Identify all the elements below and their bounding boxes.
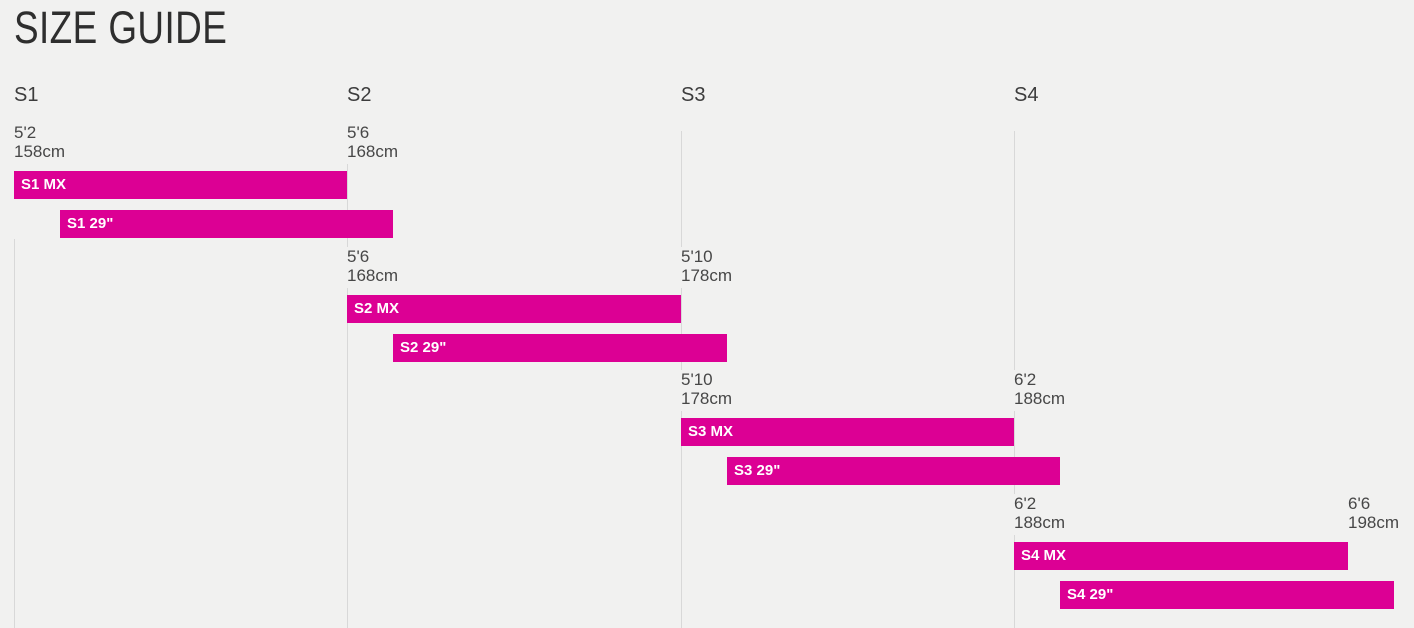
height-label-start-s3-metric: 178cm — [681, 388, 733, 408]
height-label-end-s3-imperial: 6'2 — [1014, 370, 1037, 389]
bar-s3-29: S3 29" — [727, 457, 1060, 485]
height-label-start-s3-imperial: 5'10 — [681, 370, 713, 389]
height-label-start-s2: 5'6 168cm — [347, 247, 405, 288]
bar-s2-29: S2 29" — [393, 334, 727, 362]
height-label-start-s3: 5'10 178cm — [681, 370, 739, 411]
height-label-end-s3: 6'2 188cm — [1014, 370, 1072, 411]
bar-s3-mx: S3 MX — [681, 418, 1014, 446]
bar-s1-29: S1 29" — [60, 210, 393, 238]
height-label-end-s2-metric: 178cm — [681, 265, 733, 285]
column-header-s4: S4 — [1014, 84, 1039, 106]
height-label-end-s1-imperial: 5'6 — [347, 123, 370, 142]
height-label-start-s4: 6'2 188cm — [1014, 494, 1072, 535]
column-header-s2: S2 — [347, 84, 372, 106]
bar-s4-mx: S4 MX — [1014, 542, 1348, 570]
height-label-end-s4-metric: 198cm — [1348, 512, 1400, 532]
bar-s4-29: S4 29" — [1060, 581, 1394, 609]
height-label-start-s2-metric: 168cm — [347, 265, 399, 285]
height-label-start-s4-imperial: 6'2 — [1014, 494, 1037, 513]
height-label-end-s1: 5'6 168cm — [347, 123, 405, 164]
height-label-start-s1-imperial: 5'2 — [14, 123, 37, 142]
column-header-s1: S1 — [14, 84, 39, 106]
bar-s1-mx: S1 MX — [14, 171, 347, 199]
height-label-start-s1: 5'2 158cm — [14, 123, 72, 164]
height-label-end-s4-imperial: 6'6 — [1348, 494, 1371, 513]
page-title: SIZE GUIDE — [14, 2, 228, 53]
height-label-end-s4: 6'6 198cm — [1348, 494, 1406, 535]
height-label-start-s2-imperial: 5'6 — [347, 247, 370, 266]
height-label-end-s3-metric: 188cm — [1014, 388, 1066, 408]
size-boundary-line-s1 — [14, 239, 15, 628]
bar-s2-mx: S2 MX — [347, 295, 681, 323]
height-label-end-s2-imperial: 5'10 — [681, 247, 713, 266]
height-label-end-s2: 5'10 178cm — [681, 247, 739, 288]
height-label-start-s4-metric: 188cm — [1014, 512, 1066, 532]
column-header-s3: S3 — [681, 84, 706, 106]
size-boundary-line-s2 — [347, 162, 348, 628]
height-label-end-s1-metric: 168cm — [347, 141, 399, 161]
height-label-start-s1-metric: 158cm — [14, 141, 66, 161]
